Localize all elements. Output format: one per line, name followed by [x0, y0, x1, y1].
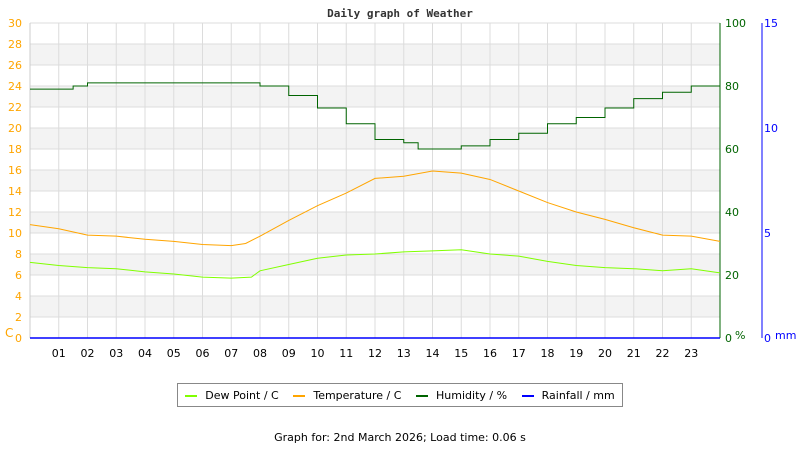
y-left-tick: 16 — [8, 164, 22, 177]
y-left-tick: 26 — [8, 59, 22, 72]
x-tick: 16 — [483, 347, 497, 360]
x-tick: 02 — [81, 347, 95, 360]
x-tick: 01 — [52, 347, 66, 360]
legend: Dew Point / C Temperature / C Humidity /… — [177, 383, 623, 407]
y-left-tick: 4 — [15, 290, 22, 303]
x-tick: 20 — [598, 347, 612, 360]
x-tick: 21 — [627, 347, 641, 360]
x-tick: 19 — [569, 347, 583, 360]
y-left-tick: 20 — [8, 122, 22, 135]
footer: Graph for: 2nd March 2026; Load time: 0.… — [274, 431, 526, 444]
y-left-tick: 18 — [8, 143, 22, 156]
y-left-tick: 6 — [15, 269, 22, 282]
y-right1-label: % — [735, 329, 745, 342]
y-left-tick: 8 — [15, 248, 22, 261]
x-tick: 17 — [512, 347, 526, 360]
y-right1-tick: 0 — [725, 332, 732, 345]
y-left-tick: 24 — [8, 80, 22, 93]
x-tick: 06 — [196, 347, 210, 360]
x-tick: 13 — [397, 347, 411, 360]
x-tick: 18 — [541, 347, 555, 360]
y-left-tick: 12 — [8, 206, 22, 219]
y-right1-tick: 100 — [725, 17, 746, 30]
x-tick: 07 — [224, 347, 238, 360]
y-left-tick: 2 — [15, 311, 22, 324]
y-left-tick: 30 — [8, 17, 22, 30]
x-tick: 03 — [109, 347, 123, 360]
y-right2-tick: 0 — [764, 332, 771, 345]
y-right1-tick: 20 — [725, 269, 739, 282]
x-tick: 08 — [253, 347, 267, 360]
x-tick: 15 — [454, 347, 468, 360]
y-right1-tick: 80 — [725, 80, 739, 93]
y-right2-tick: 15 — [764, 17, 778, 30]
chart-title: Daily graph of Weather — [327, 7, 473, 20]
x-tick: 10 — [311, 347, 325, 360]
x-tick: 05 — [167, 347, 181, 360]
x-tick: 11 — [339, 347, 353, 360]
y-right2-label: mm — [775, 329, 796, 342]
y-left-tick: 0 — [15, 332, 22, 345]
y-left-tick: 28 — [8, 38, 22, 51]
x-tick: 14 — [426, 347, 440, 360]
legend-temperature: Temperature / C — [293, 389, 401, 402]
y-right2-tick: 10 — [764, 122, 778, 135]
series-line-0 — [29, 249, 721, 279]
x-tick: 12 — [368, 347, 382, 360]
x-tick: 04 — [138, 347, 152, 360]
x-tick: 23 — [684, 347, 698, 360]
y-right2-tick: 5 — [764, 227, 771, 240]
y-right1-tick: 40 — [725, 206, 739, 219]
x-tick: 09 — [282, 347, 296, 360]
legend-humidity: Humidity / % — [416, 389, 507, 402]
y-left-tick: 22 — [8, 101, 22, 114]
series-line-2 — [30, 79, 721, 150]
y-left-label: C — [5, 326, 13, 340]
legend-dew-point: Dew Point / C — [185, 389, 279, 402]
y-right1-tick: 60 — [725, 143, 739, 156]
y-left-tick: 14 — [8, 185, 22, 198]
legend-rainfall: Rainfall / mm — [521, 389, 615, 402]
y-left-tick: 10 — [8, 227, 22, 240]
x-tick: 22 — [656, 347, 670, 360]
series-line-1 — [29, 170, 721, 247]
